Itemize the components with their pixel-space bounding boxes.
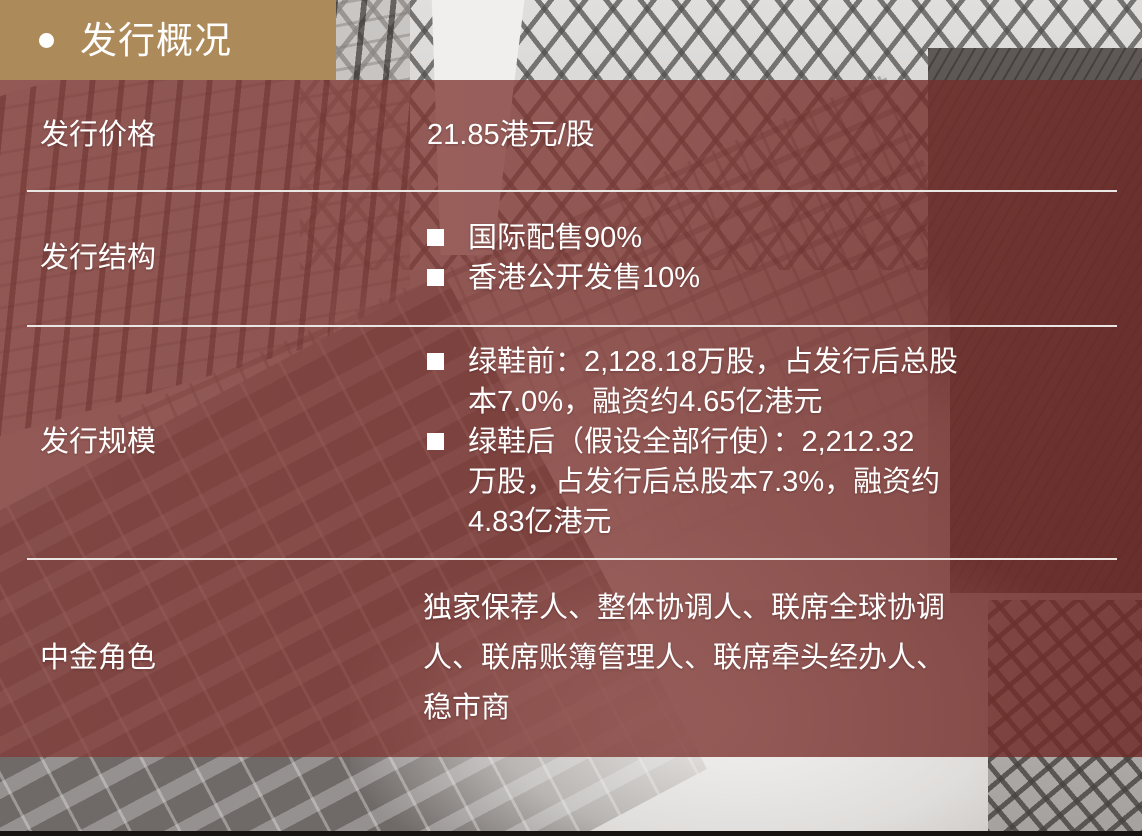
bullet-item: 香港公开发售10%: [427, 258, 1119, 298]
bullet-item: 国际配售90%: [427, 218, 1119, 258]
row-label: 发行价格: [40, 119, 157, 151]
bullet-list: 国际配售90% 香港公开发售10%: [427, 218, 1119, 298]
section-header-badge: 发行概况: [0, 0, 336, 80]
row-value: 独家保荐人、整体协调人、联席全球协调 人、联席账簿管理人、联席牵头经办人、 稳市…: [423, 591, 946, 724]
row-label: 中金角色: [40, 641, 157, 674]
row-divider: [27, 190, 1117, 192]
table-row-issue-price: 发行价格 21.85港元/股: [0, 80, 1142, 190]
table-row-issue-structure: 发行结构 国际配售90% 香港公开发售10%: [0, 190, 1142, 325]
row-divider: [27, 558, 1117, 560]
section-title: 发行概况: [80, 19, 232, 61]
offering-info-table: 发行价格 21.85港元/股 发行结构 国际配售90% 香港公开发售10%: [0, 80, 1142, 757]
square-bullet-icon: [427, 352, 444, 370]
circle-bullet-icon: [39, 32, 54, 48]
maroon-overlay: [0, 80, 1142, 757]
row-label: 发行规模: [40, 425, 157, 458]
square-bullet-icon: [427, 268, 444, 286]
table-row-issue-size: 发行规模 绿鞋前：2,128.18万股，占发行后总股 本7.0%，融资约4.65…: [0, 325, 1142, 558]
bullet-item: 绿鞋后（假设全部行使）：2,212.32 万股，占发行后总股本7.3%，融资约 …: [427, 422, 1119, 542]
table-row-cicc-role: 中金角色 独家保荐人、整体协调人、联席全球协调 人、联席账簿管理人、联席牵头经办…: [0, 558, 1142, 757]
row-value: 21.85港元/股: [427, 119, 595, 151]
bullet-text: 国际配售90%: [468, 221, 643, 254]
photo-bottom-edge-bar: [0, 831, 1142, 836]
bullet-text: 香港公开发售10%: [468, 261, 701, 294]
square-bullet-icon: [427, 432, 444, 450]
bullet-item: 绿鞋前：2,128.18万股，占发行后总股 本7.0%，融资约4.65亿港元: [427, 342, 1119, 422]
row-divider: [27, 325, 1117, 327]
square-bullet-icon: [427, 228, 444, 246]
row-label: 发行结构: [40, 241, 157, 274]
row-content: 绿鞋前：2,128.18万股，占发行后总股 本7.0%，融资约4.65亿港元 绿…: [427, 342, 1119, 542]
bullet-text: 绿鞋前：2,128.18万股，占发行后总股 本7.0%，融资约4.65亿港元: [468, 345, 958, 418]
bullet-text: 绿鞋后（假设全部行使）：2,212.32 万股，占发行后总股本7.3%，融资约 …: [468, 425, 941, 538]
bullet-list: 绿鞋前：2,128.18万股，占发行后总股 本7.0%，融资约4.65亿港元 绿…: [427, 342, 1119, 542]
row-content: 国际配售90% 香港公开发售10%: [427, 218, 1119, 298]
